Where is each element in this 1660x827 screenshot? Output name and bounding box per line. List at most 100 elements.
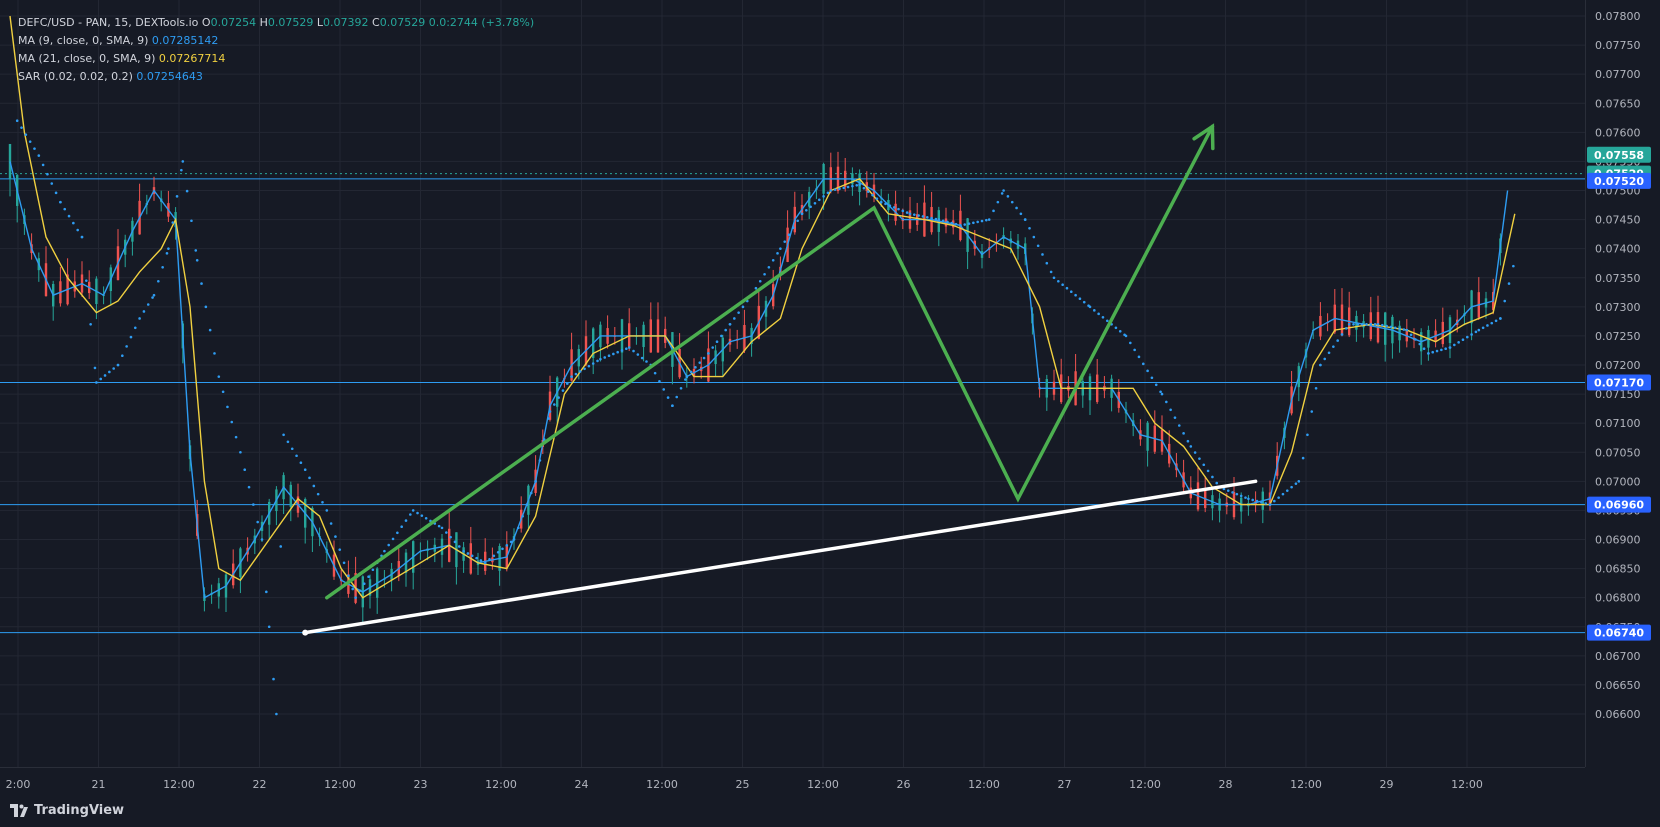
- sar-dot: [1115, 326, 1118, 329]
- y-tick-label: 0.07000: [1595, 475, 1641, 488]
- sar-dot: [981, 220, 984, 223]
- sar-dot: [997, 201, 1000, 204]
- sar-dot: [1315, 387, 1318, 390]
- sar-dot: [416, 512, 419, 515]
- sar-dot: [268, 625, 271, 628]
- sar-dot: [547, 417, 550, 420]
- time-axis[interactable]: 2:00 21 12:00 22 12:00 23 12:00 24 12:00 25 12:00 2…: [0, 767, 1585, 798]
- sar-dot: [690, 371, 693, 374]
- sar-dot: [99, 378, 102, 381]
- sar-dot: [1057, 280, 1060, 283]
- x-tick-label: 25: [736, 778, 750, 791]
- sar-dot: [783, 240, 786, 243]
- sar-dot: [1125, 335, 1128, 338]
- legend-ma21-value: 0.07267714: [159, 52, 225, 65]
- sar-dot: [1155, 383, 1158, 386]
- y-tick-label: 0.06900: [1595, 534, 1641, 547]
- sar-dot: [1466, 336, 1469, 339]
- legend-ma9-row[interactable]: MA (9, close, 0, SMA, 9) 0.07285142: [18, 32, 534, 50]
- legend-open: 0.07254: [211, 16, 257, 29]
- sar-dot: [968, 222, 971, 225]
- sar-dot: [822, 195, 825, 198]
- sar-dot: [304, 468, 307, 471]
- sar-dot: [1138, 356, 1141, 359]
- price-chart[interactable]: [0, 0, 1585, 767]
- sar-dot: [871, 194, 874, 197]
- sar-dot: [1298, 480, 1301, 483]
- sar-dot: [1478, 329, 1481, 332]
- sar-dot: [1046, 262, 1049, 265]
- sar-dot: [1319, 364, 1322, 367]
- sar-dot: [992, 210, 995, 213]
- chart-area[interactable]: DEFC/USD - PAN, 15, DEXTools.io O0.07254…: [0, 0, 1585, 767]
- footer: TradingView: [0, 797, 1660, 827]
- sar-dot: [501, 548, 504, 551]
- ma9-line[interactable]: [10, 161, 1508, 597]
- sar-dot: [988, 218, 991, 221]
- sar-dot: [194, 249, 197, 252]
- sar-dot: [562, 389, 565, 392]
- sar-dot: [1129, 342, 1132, 345]
- sar-dot: [530, 492, 533, 495]
- sar-dot: [372, 568, 375, 571]
- sar-dot: [1423, 347, 1426, 350]
- sar-dot: [1410, 333, 1413, 336]
- trend-anchor-dot[interactable]: [302, 630, 308, 636]
- legend-sar-row[interactable]: SAR (0.02, 0.02, 0.2) 0.07254643: [18, 68, 534, 86]
- sar-dot: [248, 486, 251, 489]
- green-zigzag-trend-line[interactable]: [327, 127, 1213, 598]
- sar-dot: [707, 352, 710, 355]
- sar-dot: [72, 222, 75, 225]
- sar-dot: [475, 557, 478, 560]
- sar-dot: [792, 226, 795, 229]
- sar-dot: [176, 195, 179, 198]
- sar-dot: [1227, 489, 1230, 492]
- sar-dot: [313, 485, 316, 488]
- sar-dot: [729, 323, 732, 326]
- sar-dot: [830, 189, 833, 192]
- y-tick-label: 0.07700: [1595, 68, 1641, 81]
- price-badge-label: 0.07520: [1594, 175, 1644, 188]
- sar-dot: [1370, 323, 1373, 326]
- sar-dot: [1002, 189, 1005, 192]
- sar-dot: [893, 206, 896, 209]
- sar-dot: [1282, 493, 1285, 496]
- y-tick-label: 0.06700: [1595, 650, 1641, 663]
- sar-dot: [724, 329, 727, 332]
- sar-dot: [1231, 491, 1234, 494]
- sar-dot: [1041, 253, 1044, 256]
- sar-dot: [612, 353, 615, 356]
- sar-dot: [68, 215, 71, 218]
- sar-dot: [1377, 323, 1380, 326]
- legend-sar-label: SAR (0.02, 0.02, 0.2): [18, 70, 133, 83]
- sar-dot: [1418, 343, 1421, 346]
- sar-dot: [596, 360, 599, 363]
- sar-dot: [1161, 393, 1164, 396]
- sar-dot: [1011, 201, 1014, 204]
- price-scale[interactable]: 0.07800 0.07750 0.07700 0.07650 0.07600 0.075…: [1585, 0, 1660, 767]
- sar-dot: [801, 212, 804, 215]
- sar-dot: [291, 447, 294, 450]
- sar-dot: [134, 326, 137, 329]
- sar-dot: [1290, 486, 1293, 489]
- sar-dot: [458, 545, 461, 548]
- sar-dot: [166, 252, 169, 255]
- sar-dot: [711, 346, 714, 349]
- sar-dot: [759, 280, 762, 283]
- sar-dot: [196, 259, 199, 262]
- legend-ma21-row[interactable]: MA (21, close, 0, SMA, 9) 0.07267714: [18, 50, 534, 68]
- tradingview-brand[interactable]: TradingView: [10, 803, 124, 818]
- sar-dot: [805, 209, 808, 212]
- sar-dot: [1024, 218, 1027, 221]
- sar-dot: [1007, 195, 1010, 198]
- sar-dot: [1142, 363, 1145, 366]
- sar-dot: [343, 561, 346, 564]
- sar-dot: [1341, 333, 1344, 336]
- legend-close-label: C: [372, 16, 380, 29]
- legend-symbol[interactable]: DEFC/USD - PAN, 15, DEXTools.io: [18, 16, 198, 29]
- sar-dot: [851, 185, 854, 188]
- white-support-trend-line[interactable]: [305, 481, 1255, 632]
- sar-dot: [38, 154, 41, 157]
- sar-dot: [1182, 432, 1185, 435]
- sar-dot: [63, 208, 66, 211]
